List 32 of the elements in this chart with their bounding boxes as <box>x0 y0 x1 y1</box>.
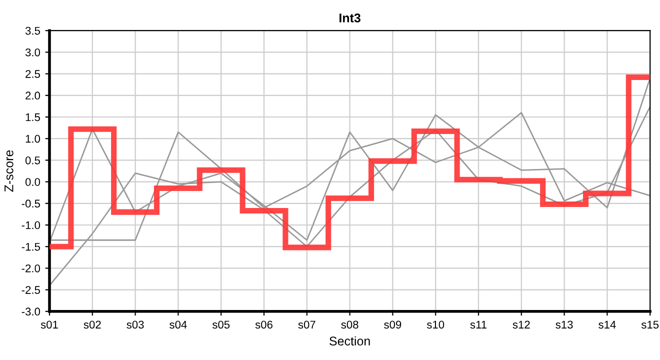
x-tick-label: s13 <box>556 320 573 329</box>
y-tick-label: 3.0 <box>25 48 40 56</box>
y-tick-label: 2.5 <box>26 70 40 78</box>
y-tick-label: 0.5 <box>25 156 40 164</box>
y-tick-label: -1.0 <box>22 221 40 230</box>
x-tick-label: s06 <box>255 320 272 329</box>
x-tick-label: s02 <box>84 320 101 329</box>
x-tick-label: s03 <box>126 320 144 329</box>
x-tick-label: s11 <box>470 320 487 329</box>
y-tick-label: -2.5 <box>22 286 40 294</box>
y-tick-label: -0.5 <box>22 200 40 208</box>
y-tick-label: 1.0 <box>26 134 40 143</box>
y-tick-label: -1.5 <box>22 242 40 251</box>
chart-title: Int3 <box>340 14 360 22</box>
y-tick-label: 1.5 <box>26 113 40 122</box>
x-tick-label: s10 <box>426 320 444 329</box>
x-tick-label: s05 <box>212 320 230 329</box>
y-tick-label: -2.0 <box>22 264 40 272</box>
x-tick-label: s15 <box>641 320 659 329</box>
x-tick-label: s04 <box>170 320 187 329</box>
y-tick-label: 0.0 <box>25 178 40 186</box>
x-tick-label: s09 <box>384 320 402 329</box>
x-tick-label: s14 <box>598 320 616 329</box>
y-tick-label: -3.0 <box>22 308 40 316</box>
y-tick-label: 2.0 <box>26 92 40 100</box>
y-axis-title: Z-score <box>4 150 14 192</box>
x-tick-label: s01 <box>40 320 58 329</box>
x-tick-label: s07 <box>298 320 316 329</box>
x-axis-title: Section <box>330 336 370 346</box>
x-tick-label: s12 <box>512 320 530 329</box>
y-tick-label: 3.5 <box>25 26 40 35</box>
x-tick-label: s08 <box>341 320 358 329</box>
